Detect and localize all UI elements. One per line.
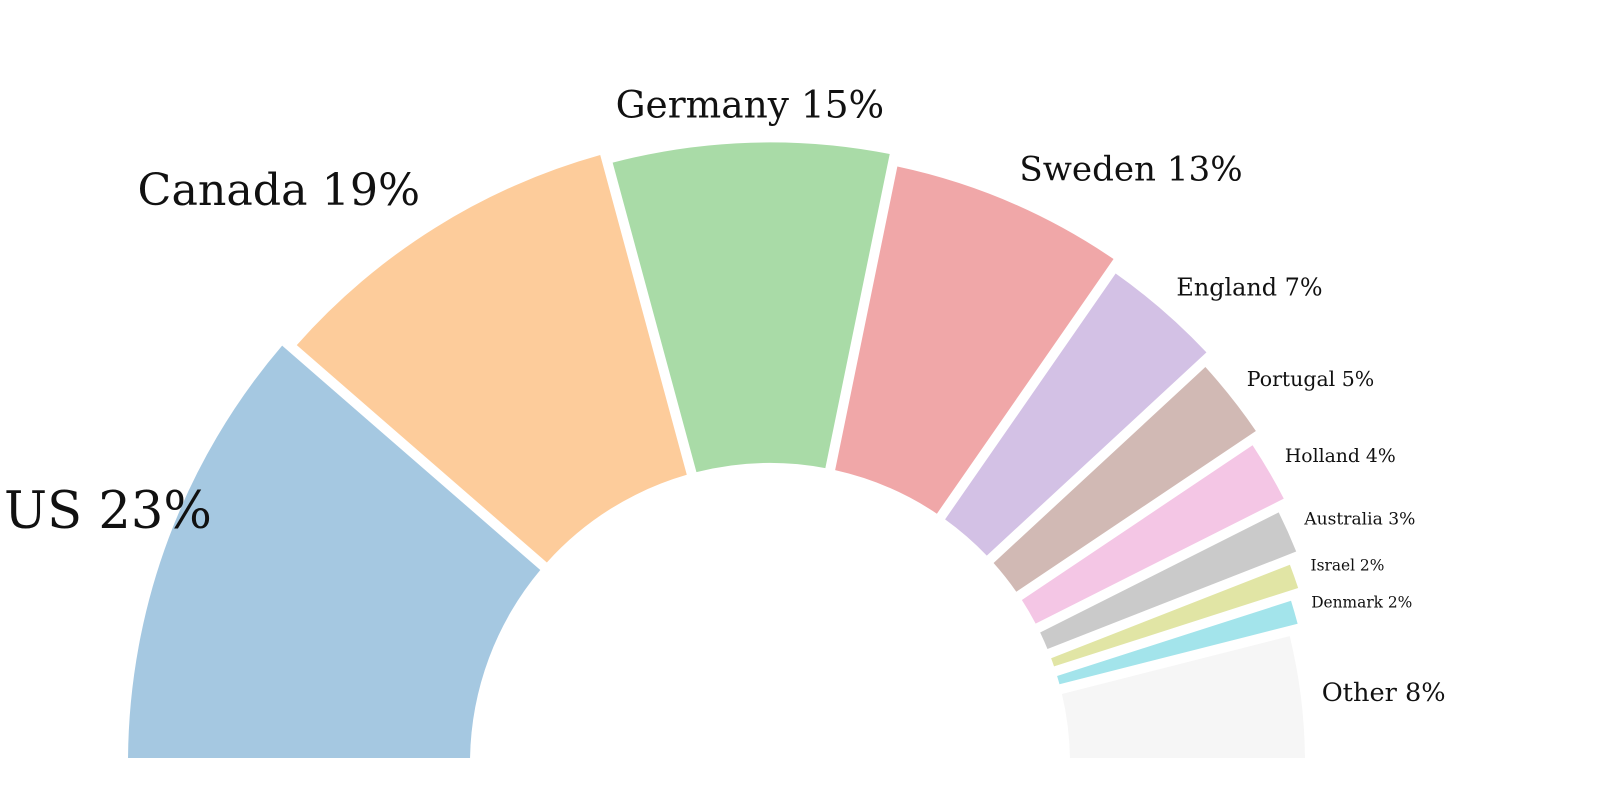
slice-australia	[1040, 512, 1297, 649]
label-australia: Australia 3%	[1303, 510, 1415, 530]
label-germany: Germany 15%	[616, 83, 885, 127]
slice-germany	[612, 142, 890, 473]
slice-other	[1061, 636, 1305, 759]
slice-israel	[1051, 564, 1299, 667]
label-us: US 23%	[4, 482, 212, 541]
slice-england	[945, 273, 1207, 556]
labels-group: US 23% Canada 19% Germany 15% Sweden 13% Eng…	[4, 83, 1446, 708]
label-denmark: Denmark 2%	[1311, 593, 1412, 611]
slices-group	[128, 142, 1305, 759]
slice-denmark	[1057, 600, 1298, 685]
label-canada: Canada 19%	[138, 165, 421, 216]
label-other: Other 8%	[1322, 678, 1446, 708]
slice-us	[128, 345, 541, 759]
slice-sweden	[835, 166, 1114, 514]
slice-portugal	[993, 367, 1256, 592]
slice-holland	[1021, 445, 1284, 624]
label-portugal: Portugal 5%	[1247, 367, 1374, 391]
slice-canada	[296, 154, 687, 563]
label-holland: Holland 4%	[1285, 446, 1396, 467]
label-sweden: Sweden 13%	[1019, 149, 1242, 189]
label-israel: Israel 2%	[1311, 557, 1385, 575]
label-england: England 7%	[1176, 273, 1322, 301]
